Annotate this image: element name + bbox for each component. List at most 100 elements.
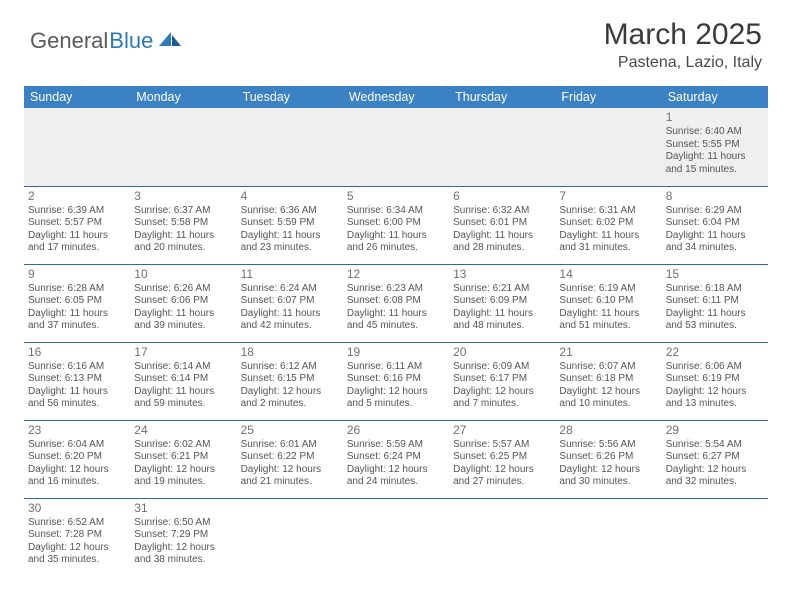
day-number: 27	[453, 423, 551, 438]
calendar-day-cell: 20Sunrise: 6:09 AMSunset: 6:17 PMDayligh…	[449, 342, 555, 420]
calendar-day-cell: 18Sunrise: 6:12 AMSunset: 6:15 PMDayligh…	[237, 342, 343, 420]
month-title: March 2025	[604, 18, 762, 52]
sunset-text: Sunset: 6:10 PM	[559, 295, 657, 308]
sunrise-text: Sunrise: 6:12 AM	[241, 361, 339, 374]
daylight-text: and 23 minutes.	[241, 242, 339, 255]
sunset-text: Sunset: 6:16 PM	[347, 373, 445, 386]
sunset-text: Sunset: 6:05 PM	[28, 295, 126, 308]
daylight-text: Daylight: 12 hours	[134, 542, 232, 555]
day-number: 25	[241, 423, 339, 438]
daylight-text: and 5 minutes.	[347, 398, 445, 411]
calendar-day-cell: 8Sunrise: 6:29 AMSunset: 6:04 PMDaylight…	[662, 186, 768, 264]
sunrise-text: Sunrise: 6:24 AM	[241, 283, 339, 296]
calendar-day-cell: 24Sunrise: 6:02 AMSunset: 6:21 PMDayligh…	[130, 420, 236, 498]
daylight-text: Daylight: 11 hours	[241, 230, 339, 243]
day-number: 13	[453, 267, 551, 282]
sunrise-text: Sunrise: 6:28 AM	[28, 283, 126, 296]
sunrise-text: Sunrise: 6:06 AM	[666, 361, 764, 374]
calendar-day-cell: 27Sunrise: 5:57 AMSunset: 6:25 PMDayligh…	[449, 420, 555, 498]
daylight-text: Daylight: 11 hours	[559, 230, 657, 243]
daylight-text: Daylight: 11 hours	[453, 308, 551, 321]
sunrise-text: Sunrise: 6:34 AM	[347, 205, 445, 218]
weekday-header: Sunday	[24, 86, 130, 108]
day-number: 5	[347, 189, 445, 204]
sunrise-text: Sunrise: 5:57 AM	[453, 439, 551, 452]
calendar-table: SundayMondayTuesdayWednesdayThursdayFrid…	[24, 86, 768, 576]
calendar-day-cell: 5Sunrise: 6:34 AMSunset: 6:00 PMDaylight…	[343, 186, 449, 264]
day-number: 9	[28, 267, 126, 282]
sunset-text: Sunset: 6:19 PM	[666, 373, 764, 386]
day-number: 29	[666, 423, 764, 438]
sunset-text: Sunset: 6:25 PM	[453, 451, 551, 464]
calendar-empty-cell	[662, 498, 768, 576]
sunset-text: Sunset: 6:09 PM	[453, 295, 551, 308]
calendar-empty-cell	[343, 498, 449, 576]
day-number: 26	[347, 423, 445, 438]
sunrise-text: Sunrise: 6:39 AM	[28, 205, 126, 218]
sunset-text: Sunset: 6:27 PM	[666, 451, 764, 464]
sunset-text: Sunset: 6:07 PM	[241, 295, 339, 308]
calendar-day-cell: 4Sunrise: 6:36 AMSunset: 5:59 PMDaylight…	[237, 186, 343, 264]
sunrise-text: Sunrise: 6:02 AM	[134, 439, 232, 452]
day-number: 28	[559, 423, 657, 438]
day-number: 17	[134, 345, 232, 360]
daylight-text: and 27 minutes.	[453, 476, 551, 489]
day-number: 6	[453, 189, 551, 204]
weekday-header: Saturday	[662, 86, 768, 108]
daylight-text: and 56 minutes.	[28, 398, 126, 411]
daylight-text: and 17 minutes.	[28, 242, 126, 255]
daylight-text: and 59 minutes.	[134, 398, 232, 411]
sunrise-text: Sunrise: 6:37 AM	[134, 205, 232, 218]
sunrise-text: Sunrise: 5:59 AM	[347, 439, 445, 452]
daylight-text: and 20 minutes.	[134, 242, 232, 255]
sunrise-text: Sunrise: 6:29 AM	[666, 205, 764, 218]
day-number: 10	[134, 267, 232, 282]
sunrise-text: Sunrise: 6:11 AM	[347, 361, 445, 374]
calendar-week-row: 2Sunrise: 6:39 AMSunset: 5:57 PMDaylight…	[24, 186, 768, 264]
daylight-text: Daylight: 12 hours	[559, 386, 657, 399]
day-number: 23	[28, 423, 126, 438]
daylight-text: Daylight: 12 hours	[347, 464, 445, 477]
daylight-text: Daylight: 11 hours	[347, 230, 445, 243]
daylight-text: Daylight: 11 hours	[134, 308, 232, 321]
daylight-text: and 2 minutes.	[241, 398, 339, 411]
day-number: 31	[134, 501, 232, 516]
calendar-day-cell: 11Sunrise: 6:24 AMSunset: 6:07 PMDayligh…	[237, 264, 343, 342]
daylight-text: Daylight: 12 hours	[28, 464, 126, 477]
daylight-text: and 10 minutes.	[559, 398, 657, 411]
daylight-text: and 37 minutes.	[28, 320, 126, 333]
day-number: 22	[666, 345, 764, 360]
title-block: March 2025 Pastena, Lazio, Italy	[604, 18, 762, 72]
daylight-text: and 7 minutes.	[453, 398, 551, 411]
sunrise-text: Sunrise: 6:19 AM	[559, 283, 657, 296]
daylight-text: Daylight: 11 hours	[559, 308, 657, 321]
sunset-text: Sunset: 6:14 PM	[134, 373, 232, 386]
sunset-text: Sunset: 5:59 PM	[241, 217, 339, 230]
sunset-text: Sunset: 5:57 PM	[28, 217, 126, 230]
daylight-text: and 21 minutes.	[241, 476, 339, 489]
day-number: 21	[559, 345, 657, 360]
calendar-empty-cell	[555, 498, 661, 576]
daylight-text: Daylight: 12 hours	[666, 464, 764, 477]
daylight-text: Daylight: 12 hours	[666, 386, 764, 399]
sunset-text: Sunset: 6:02 PM	[559, 217, 657, 230]
day-number: 19	[347, 345, 445, 360]
sunset-text: Sunset: 7:28 PM	[28, 529, 126, 542]
sunrise-text: Sunrise: 6:09 AM	[453, 361, 551, 374]
calendar-day-cell: 17Sunrise: 6:14 AMSunset: 6:14 PMDayligh…	[130, 342, 236, 420]
daylight-text: Daylight: 12 hours	[453, 464, 551, 477]
sunset-text: Sunset: 6:22 PM	[241, 451, 339, 464]
daylight-text: Daylight: 12 hours	[134, 464, 232, 477]
calendar-week-row: 30Sunrise: 6:52 AMSunset: 7:28 PMDayligh…	[24, 498, 768, 576]
calendar-day-cell: 23Sunrise: 6:04 AMSunset: 6:20 PMDayligh…	[24, 420, 130, 498]
day-number: 4	[241, 189, 339, 204]
logo-text-left: General	[30, 28, 108, 54]
sunset-text: Sunset: 6:15 PM	[241, 373, 339, 386]
sunset-text: Sunset: 6:01 PM	[453, 217, 551, 230]
calendar-day-cell: 7Sunrise: 6:31 AMSunset: 6:02 PMDaylight…	[555, 186, 661, 264]
day-number: 11	[241, 267, 339, 282]
calendar-day-cell: 31Sunrise: 6:50 AMSunset: 7:29 PMDayligh…	[130, 498, 236, 576]
daylight-text: and 24 minutes.	[347, 476, 445, 489]
daylight-text: and 34 minutes.	[666, 242, 764, 255]
weekday-header: Monday	[130, 86, 236, 108]
